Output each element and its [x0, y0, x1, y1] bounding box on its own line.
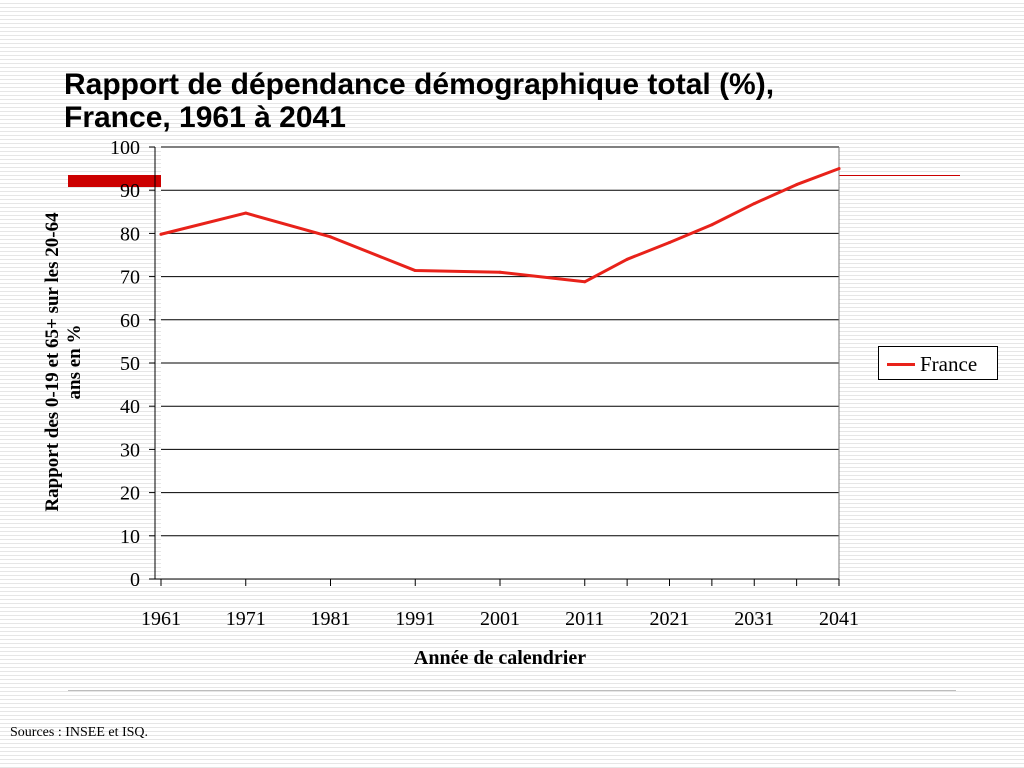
x-tick-label: 2001: [480, 608, 520, 630]
data-point: [752, 202, 756, 206]
y-axis-label: Rapport des 0-19 et 65+ sur les 20-64 an…: [42, 212, 85, 512]
data-point: [244, 211, 248, 215]
y-tick-label: 0: [130, 569, 140, 591]
x-tick-label: 1991: [395, 608, 435, 630]
data-point: [625, 257, 629, 261]
x-tick-label: 1971: [226, 608, 266, 630]
y-tick-label: 30: [120, 439, 140, 461]
data-point: [498, 270, 502, 274]
data-point: [413, 269, 417, 273]
y-tick-label: 50: [120, 353, 140, 375]
series-line-france: [159, 167, 841, 284]
data-point: [710, 223, 714, 227]
y-tick-label: 90: [120, 180, 140, 202]
y-tick-label: 70: [120, 267, 140, 289]
legend-swatch-france: [887, 363, 915, 366]
slide-title-line-2: France, 1961 à 2041: [64, 101, 346, 134]
x-axis-label: Année de calendrier: [413, 647, 587, 669]
x-tick-label: 1981: [311, 608, 351, 630]
y-tick-label: 20: [120, 483, 140, 505]
data-point: [668, 240, 671, 244]
slide-title: Rapport de dépendance démographique tota…: [64, 68, 964, 134]
slide-title-line-1: Rapport de dépendance démographique tota…: [64, 68, 775, 101]
x-tick-label: 2041: [819, 608, 859, 630]
x-tick-label: 1961: [141, 608, 181, 630]
data-point: [329, 235, 332, 239]
chart-legend: France: [878, 346, 998, 380]
x-tick-label: 2031: [734, 608, 774, 630]
data-point: [159, 232, 163, 236]
footer-divider: [68, 690, 956, 691]
data-point: [583, 280, 587, 284]
y-tick-label: 40: [120, 396, 140, 418]
y-tick-label: 60: [120, 310, 140, 332]
data-point: [795, 183, 799, 187]
legend-label-france: France: [920, 352, 978, 376]
x-tick-label: 2011: [565, 608, 604, 630]
x-tick-label: 2021: [650, 608, 690, 630]
y-tick-label: 80: [120, 223, 140, 245]
y-tick-label: 100: [110, 137, 140, 159]
data-point: [837, 167, 841, 171]
y-tick-label: 10: [120, 526, 140, 548]
source-note: Sources : INSEE et ISQ.: [10, 725, 149, 740]
